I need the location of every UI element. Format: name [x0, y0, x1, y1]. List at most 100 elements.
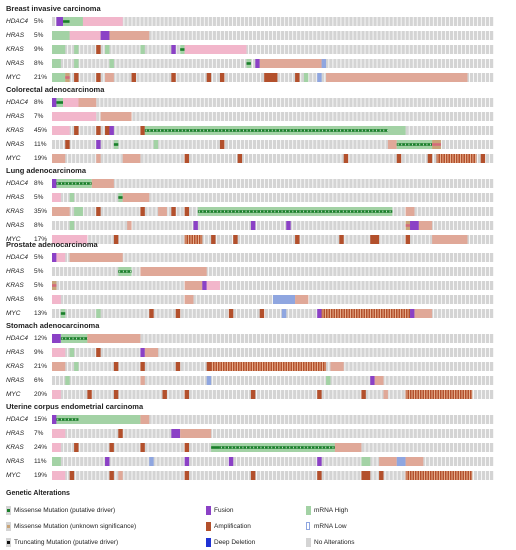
missense-dot — [238, 210, 240, 213]
amplification-stripe — [307, 362, 308, 371]
sample-cell — [136, 17, 140, 26]
sample-cell — [228, 281, 233, 290]
sample-cell — [313, 295, 317, 304]
sample-cell — [413, 253, 417, 262]
alteration-mark — [78, 98, 97, 107]
sample-cell — [212, 348, 216, 357]
missense-dot — [415, 143, 417, 146]
sample-cell — [212, 457, 216, 466]
amplification-stripe — [330, 309, 331, 318]
sample-cell — [305, 235, 309, 244]
sample-cell — [140, 390, 144, 399]
sample-cell — [485, 140, 490, 149]
sample-cell — [477, 429, 482, 438]
sample-cell — [477, 267, 482, 276]
sample-cell — [469, 253, 474, 262]
sample-cell — [212, 295, 216, 304]
sample-cell — [144, 253, 148, 262]
sample-cell — [180, 334, 184, 343]
sample-cell — [180, 415, 184, 424]
sample-cell — [381, 221, 385, 230]
alteration-mark — [52, 471, 66, 480]
sample-cell — [156, 59, 160, 68]
sample-cell — [228, 376, 233, 385]
missense-mark — [180, 48, 185, 51]
sample-cell — [224, 429, 228, 438]
sample-cell — [293, 281, 297, 290]
sample-cell — [373, 193, 377, 202]
sample-cell — [120, 140, 124, 149]
sample-cell — [469, 362, 474, 371]
sample-cell — [160, 348, 164, 357]
sample-cell — [405, 179, 409, 188]
alteration-track — [52, 253, 494, 262]
sample-cell — [429, 334, 433, 343]
sample-cell — [361, 193, 365, 202]
sample-cell — [92, 59, 96, 68]
sample-cell — [281, 415, 285, 424]
amplification-stripe — [397, 309, 399, 318]
amplification-stripe — [429, 390, 430, 399]
sample-cell — [168, 281, 172, 290]
sample-cell — [305, 31, 309, 40]
sample-cell — [120, 348, 124, 357]
sample-cell — [140, 154, 144, 163]
sample-cell — [489, 140, 494, 149]
sample-cell — [481, 179, 486, 188]
sample-cell — [461, 45, 466, 54]
sample-cell — [477, 415, 482, 424]
gene-row: HDAC4 15% — [4, 415, 514, 425]
sample-cell — [405, 295, 409, 304]
missense-dot — [64, 182, 66, 185]
sample-cell — [309, 334, 313, 343]
sample-cell — [405, 362, 409, 371]
sample-cell — [341, 179, 345, 188]
missense-dot — [285, 446, 287, 449]
sample-cell — [445, 457, 449, 466]
sample-cell — [329, 221, 333, 230]
sample-cell — [92, 390, 96, 399]
amplification-stripe — [372, 309, 374, 318]
sample-cell — [373, 154, 377, 163]
sample-cell — [489, 253, 494, 262]
sample-cell — [365, 362, 369, 371]
alteration-mark — [480, 154, 486, 163]
sample-cell — [100, 362, 104, 371]
sample-cell — [252, 457, 257, 466]
sample-cell — [417, 59, 421, 68]
alteration-mark — [82, 17, 123, 26]
sample-cell — [285, 235, 289, 244]
sample-cell — [140, 179, 144, 188]
sample-cell — [341, 457, 345, 466]
sample-cell — [473, 415, 478, 424]
sample-cell — [200, 98, 204, 107]
sample-cell — [461, 221, 466, 230]
sample-cell — [236, 334, 241, 343]
sample-cell — [132, 457, 136, 466]
alteration-track — [52, 112, 494, 121]
sample-cell — [421, 362, 425, 371]
sample-cell — [204, 193, 208, 202]
sample-cell — [160, 443, 164, 452]
sample-cell — [76, 154, 80, 163]
alteration-mark — [255, 59, 260, 68]
sample-cell — [148, 221, 152, 230]
sample-cell — [421, 443, 425, 452]
amplification-stripe — [212, 362, 213, 371]
alteration-track — [52, 457, 494, 466]
sample-cell — [96, 281, 100, 290]
sample-cell — [365, 281, 369, 290]
sample-cell — [252, 267, 257, 276]
alteration-mark — [436, 154, 477, 163]
sample-cell — [184, 376, 188, 385]
sample-cell — [377, 267, 381, 276]
amplification-stripe — [237, 362, 238, 371]
sample-cell — [176, 179, 180, 188]
sample-cell — [293, 334, 297, 343]
sample-cell — [72, 429, 76, 438]
amplification-stripe — [387, 309, 389, 318]
sample-cell — [329, 471, 333, 480]
sample-cell — [325, 362, 329, 371]
sample-cell — [232, 281, 237, 290]
sample-cell — [248, 429, 253, 438]
